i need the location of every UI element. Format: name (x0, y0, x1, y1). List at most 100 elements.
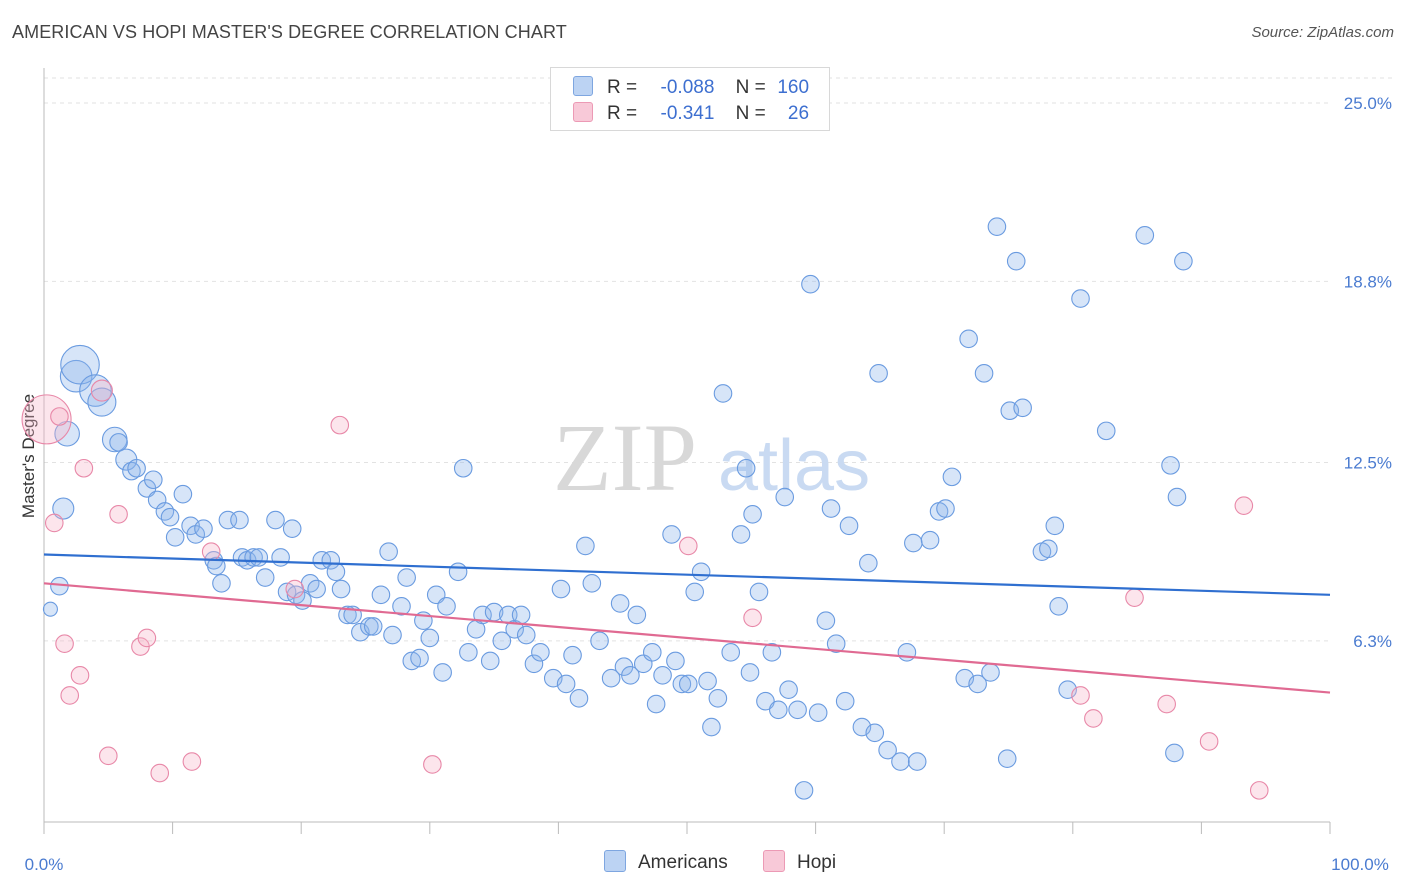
data-point (698, 671, 717, 691)
data-point (531, 643, 550, 662)
data-point (974, 364, 994, 383)
data-point (646, 694, 666, 714)
data-point (109, 433, 128, 452)
data-point (137, 628, 157, 648)
data-point (42, 601, 58, 617)
data-point (212, 573, 231, 593)
data-point (165, 527, 185, 547)
data-point (433, 663, 452, 682)
correlation-legend: R = -0.088 N = 160 R = -0.341 N = 26 (550, 67, 830, 131)
data-point (79, 374, 112, 407)
data-point (891, 752, 910, 771)
data-point (997, 749, 1017, 769)
data-point (1045, 516, 1065, 536)
data-point (99, 746, 118, 766)
data-point (160, 507, 180, 527)
data-point (147, 490, 167, 510)
data-point (702, 717, 721, 737)
data-point (392, 597, 411, 616)
data-point (610, 594, 630, 613)
data-point (775, 487, 795, 507)
data-point (52, 497, 75, 520)
data-point (740, 663, 760, 682)
legend-r-label: R = (607, 77, 638, 98)
legend-row-americans: R = -0.088 N = 160 (573, 76, 809, 100)
data-point (1071, 686, 1090, 705)
data-point (194, 519, 213, 538)
data-point (60, 686, 80, 705)
data-point (576, 536, 595, 556)
data-point (21, 394, 72, 445)
data-point (74, 458, 94, 478)
data-point (627, 605, 647, 625)
data-point (869, 364, 888, 383)
data-point (150, 763, 170, 783)
data-point (743, 504, 762, 524)
trend-line-americans (43, 553, 1331, 596)
legend-swatch-americans (573, 76, 593, 96)
series-swatch-hopi (763, 850, 785, 872)
data-point (492, 631, 512, 651)
data-point (920, 530, 940, 550)
data-point (582, 573, 602, 593)
data-point (769, 700, 788, 720)
data-point (936, 499, 955, 518)
data-point (410, 648, 429, 668)
data-point (44, 513, 64, 533)
data-point (942, 467, 962, 487)
data-point (331, 579, 351, 599)
data-point (1039, 539, 1058, 559)
data-point (307, 579, 326, 599)
data-point (90, 379, 113, 402)
data-point (511, 605, 531, 625)
legend-n-label: N = (735, 77, 766, 98)
data-point (897, 643, 917, 662)
data-point (55, 634, 74, 653)
data-point (109, 504, 128, 524)
data-point (835, 691, 855, 711)
data-point (801, 274, 820, 294)
y-axis-label: Master's Degree (19, 394, 38, 518)
data-point (1174, 251, 1193, 271)
data-point (556, 674, 576, 694)
data-point (122, 461, 141, 481)
data-point (230, 510, 249, 530)
data-point (749, 582, 769, 602)
data-point (666, 651, 685, 671)
data-point (826, 634, 846, 653)
watermark: ZIP atlas (553, 404, 870, 511)
data-point (878, 740, 897, 760)
data-point (326, 562, 346, 582)
data-point (383, 625, 402, 645)
data-point (448, 562, 468, 582)
legend-n-value: 160 (777, 77, 810, 98)
data-point (731, 525, 751, 544)
watermark-zip: ZIP (553, 404, 697, 511)
series-label-americans: Americans (638, 852, 728, 873)
data-point (420, 628, 440, 648)
data-point (1096, 421, 1116, 441)
data-point (207, 556, 226, 576)
data-point (907, 752, 927, 771)
data-point (1165, 743, 1184, 763)
data-point (569, 689, 589, 708)
legend-n-value: 26 (787, 103, 810, 124)
data-point (70, 666, 90, 685)
data-point (678, 674, 698, 694)
data-point (266, 510, 285, 530)
data-point (678, 536, 698, 556)
trend-line-hopi (43, 582, 1331, 694)
watermark-atlas: atlas (718, 426, 870, 506)
data-point (756, 691, 775, 711)
data-point (1161, 456, 1180, 475)
data-point (590, 631, 609, 651)
data-point (249, 548, 269, 567)
data-point (144, 470, 163, 490)
data-point (987, 217, 1007, 236)
chart-source: Source: ZipAtlas.com (1251, 24, 1394, 41)
data-point (1234, 496, 1254, 515)
data-point (397, 568, 416, 587)
data-point (127, 458, 146, 478)
data-point (173, 484, 193, 504)
